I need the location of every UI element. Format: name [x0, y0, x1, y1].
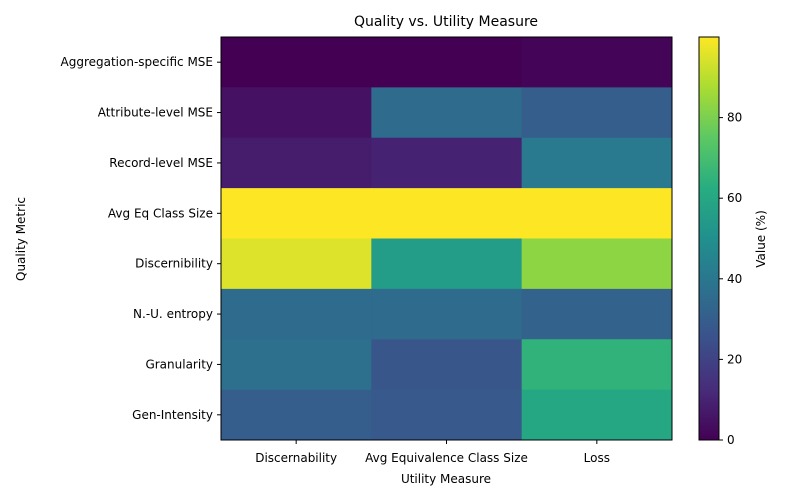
- y-tick-label: Aggregation-specific MSE: [61, 55, 214, 69]
- heatmap-cell: [221, 87, 372, 139]
- y-axis-ticks: Aggregation-specific MSE Attribute-level …: [61, 55, 221, 422]
- heatmap-cell: [521, 339, 673, 391]
- y-axis-label: Quality Metric: [14, 197, 28, 281]
- heatmap-cell: [371, 87, 523, 139]
- chart-title: Quality vs. Utility Measure: [354, 14, 538, 30]
- heatmap-cell: [371, 188, 523, 239]
- heatmap-cell: [521, 37, 673, 88]
- colorbar-tick-label: 40: [727, 272, 742, 286]
- heatmap-cell: [221, 238, 372, 290]
- colorbar-label: Value (%): [754, 210, 768, 268]
- y-tick-label: Attribute-level MSE: [98, 106, 213, 120]
- heatmap-cell: [221, 137, 372, 189]
- colorbar-tick-label: 0: [727, 433, 735, 447]
- y-tick-label: Discernibility: [135, 257, 213, 271]
- heatmap-cell: [371, 37, 523, 88]
- heatmap-cell: [371, 238, 523, 290]
- heatmap-cell: [371, 288, 523, 340]
- heatmap-cell: [521, 288, 673, 340]
- x-tick-label: Discernability: [255, 451, 337, 465]
- heatmap-cell: [221, 188, 372, 239]
- heatmap-cell: [221, 389, 372, 441]
- heatmap-cell: [521, 389, 673, 441]
- heatmap-cell: [521, 137, 673, 189]
- x-tick-label: Avg Equivalence Class Size: [365, 451, 528, 465]
- colorbar-tick-label: 20: [727, 352, 742, 366]
- heatmap-cell: [221, 288, 372, 340]
- heatmap-cell: [371, 389, 523, 441]
- heatmap-cell: [221, 339, 372, 391]
- y-tick-label: Record-level MSE: [109, 156, 213, 170]
- heatmap-cell: [371, 339, 523, 391]
- heatmap-cell: [521, 87, 673, 139]
- y-tick-label: Granularity: [145, 357, 213, 371]
- colorbar-tick-label: 80: [727, 111, 742, 125]
- y-tick-label: N.-U. entropy: [133, 307, 213, 321]
- heatmap-cell: [371, 137, 523, 189]
- heatmap-cells: [221, 37, 673, 441]
- y-tick-label: Avg Eq Class Size: [108, 206, 213, 220]
- heatmap-cell: [521, 188, 673, 239]
- colorbar-tick-label: 60: [727, 191, 742, 205]
- x-axis-label: Utility Measure: [401, 472, 491, 486]
- heatmap-cell: [221, 37, 372, 88]
- heatmap-cell: [521, 238, 673, 290]
- colorbar-ticks: 0 20 40 60 80: [719, 111, 742, 447]
- x-tick-label: Loss: [584, 451, 610, 465]
- y-tick-label: Gen-Intensity: [132, 408, 213, 422]
- x-axis-ticks: Discernability Avg Equivalence Class Size…: [255, 440, 610, 465]
- colorbar: [698, 36, 720, 441]
